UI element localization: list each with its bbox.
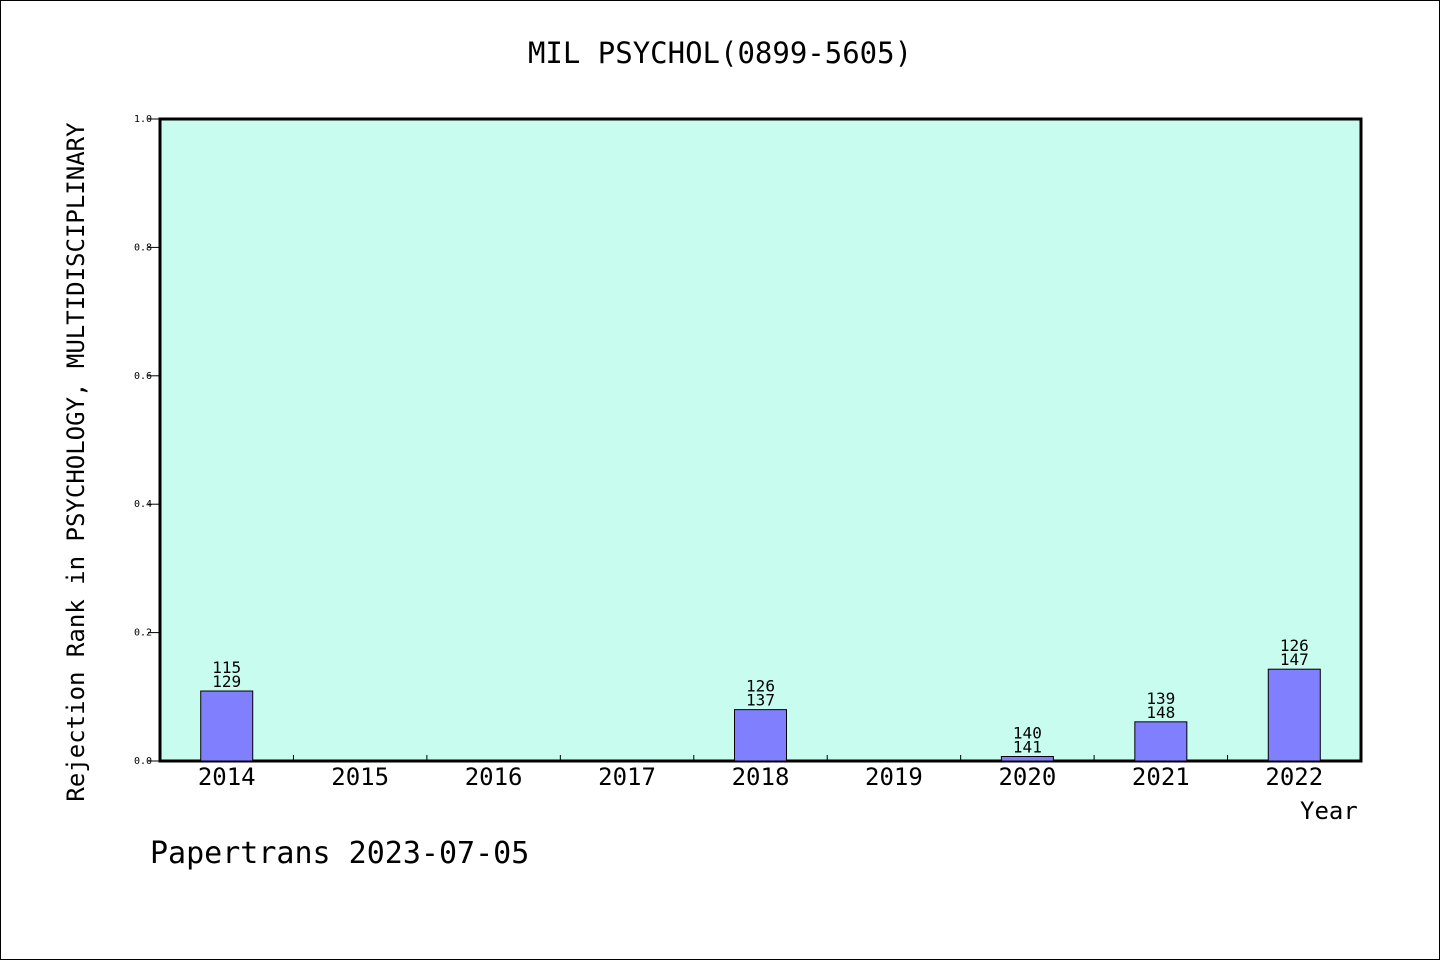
bar-label-upper: 115: [212, 658, 241, 677]
y-tick-label: 0.4: [134, 499, 152, 510]
bar: [1134, 721, 1188, 762]
x-tick-label: 2017: [598, 763, 656, 791]
bar: [734, 709, 787, 762]
footer-credit: Papertrans 2023-07-05: [150, 836, 530, 871]
x-tick-label: 2014: [198, 763, 256, 791]
chart-title: MIL PSYCHOL(0899-5605): [527, 36, 913, 70]
bar-label-lower: 147: [1280, 650, 1309, 669]
x-axis-ticks: 2014 2015 2016 2017 2018 2019 2020 2021 2022: [198, 755, 1323, 791]
y-tick-label: 1.0: [134, 114, 152, 125]
bar: [1000, 756, 1054, 762]
x-tick-label: 2015: [331, 763, 389, 791]
y-axis-ticks: 0.0 0.2 0.4 0.6 0.8 1.0: [134, 114, 160, 767]
y-tick-label: 0.8: [134, 242, 152, 253]
y-axis-label: Rejection Rank in PSYCHOLOGY, MULTIDISCI…: [62, 122, 90, 802]
bar: [200, 690, 254, 762]
x-tick-label: 2018: [732, 763, 790, 791]
plot-area: [158, 117, 1363, 763]
bar-label-lower: 129: [212, 672, 241, 691]
x-tick-label: 2020: [998, 763, 1056, 791]
bar-label-lower: 148: [1146, 703, 1175, 722]
bar-label-upper: 126: [746, 677, 775, 696]
bar-label-upper: 140: [1013, 724, 1042, 743]
bar: [1267, 668, 1321, 762]
bar-label-upper: 139: [1146, 689, 1175, 708]
y-tick-label: 0.2: [134, 628, 152, 639]
x-axis-label: Year: [1300, 797, 1358, 825]
x-tick-label: 2022: [1265, 763, 1323, 791]
bar-label-lower: 141: [1013, 738, 1042, 757]
y-tick-label: 0.0: [134, 756, 152, 767]
bar-series: [200, 668, 1321, 762]
x-tick-label: 2016: [465, 763, 523, 791]
bar-label-upper: 126: [1280, 636, 1309, 655]
x-tick-label: 2019: [865, 763, 923, 791]
bar-label-lower: 137: [746, 691, 775, 710]
x-tick-label: 2021: [1132, 763, 1190, 791]
y-tick-label: 0.6: [134, 371, 152, 382]
